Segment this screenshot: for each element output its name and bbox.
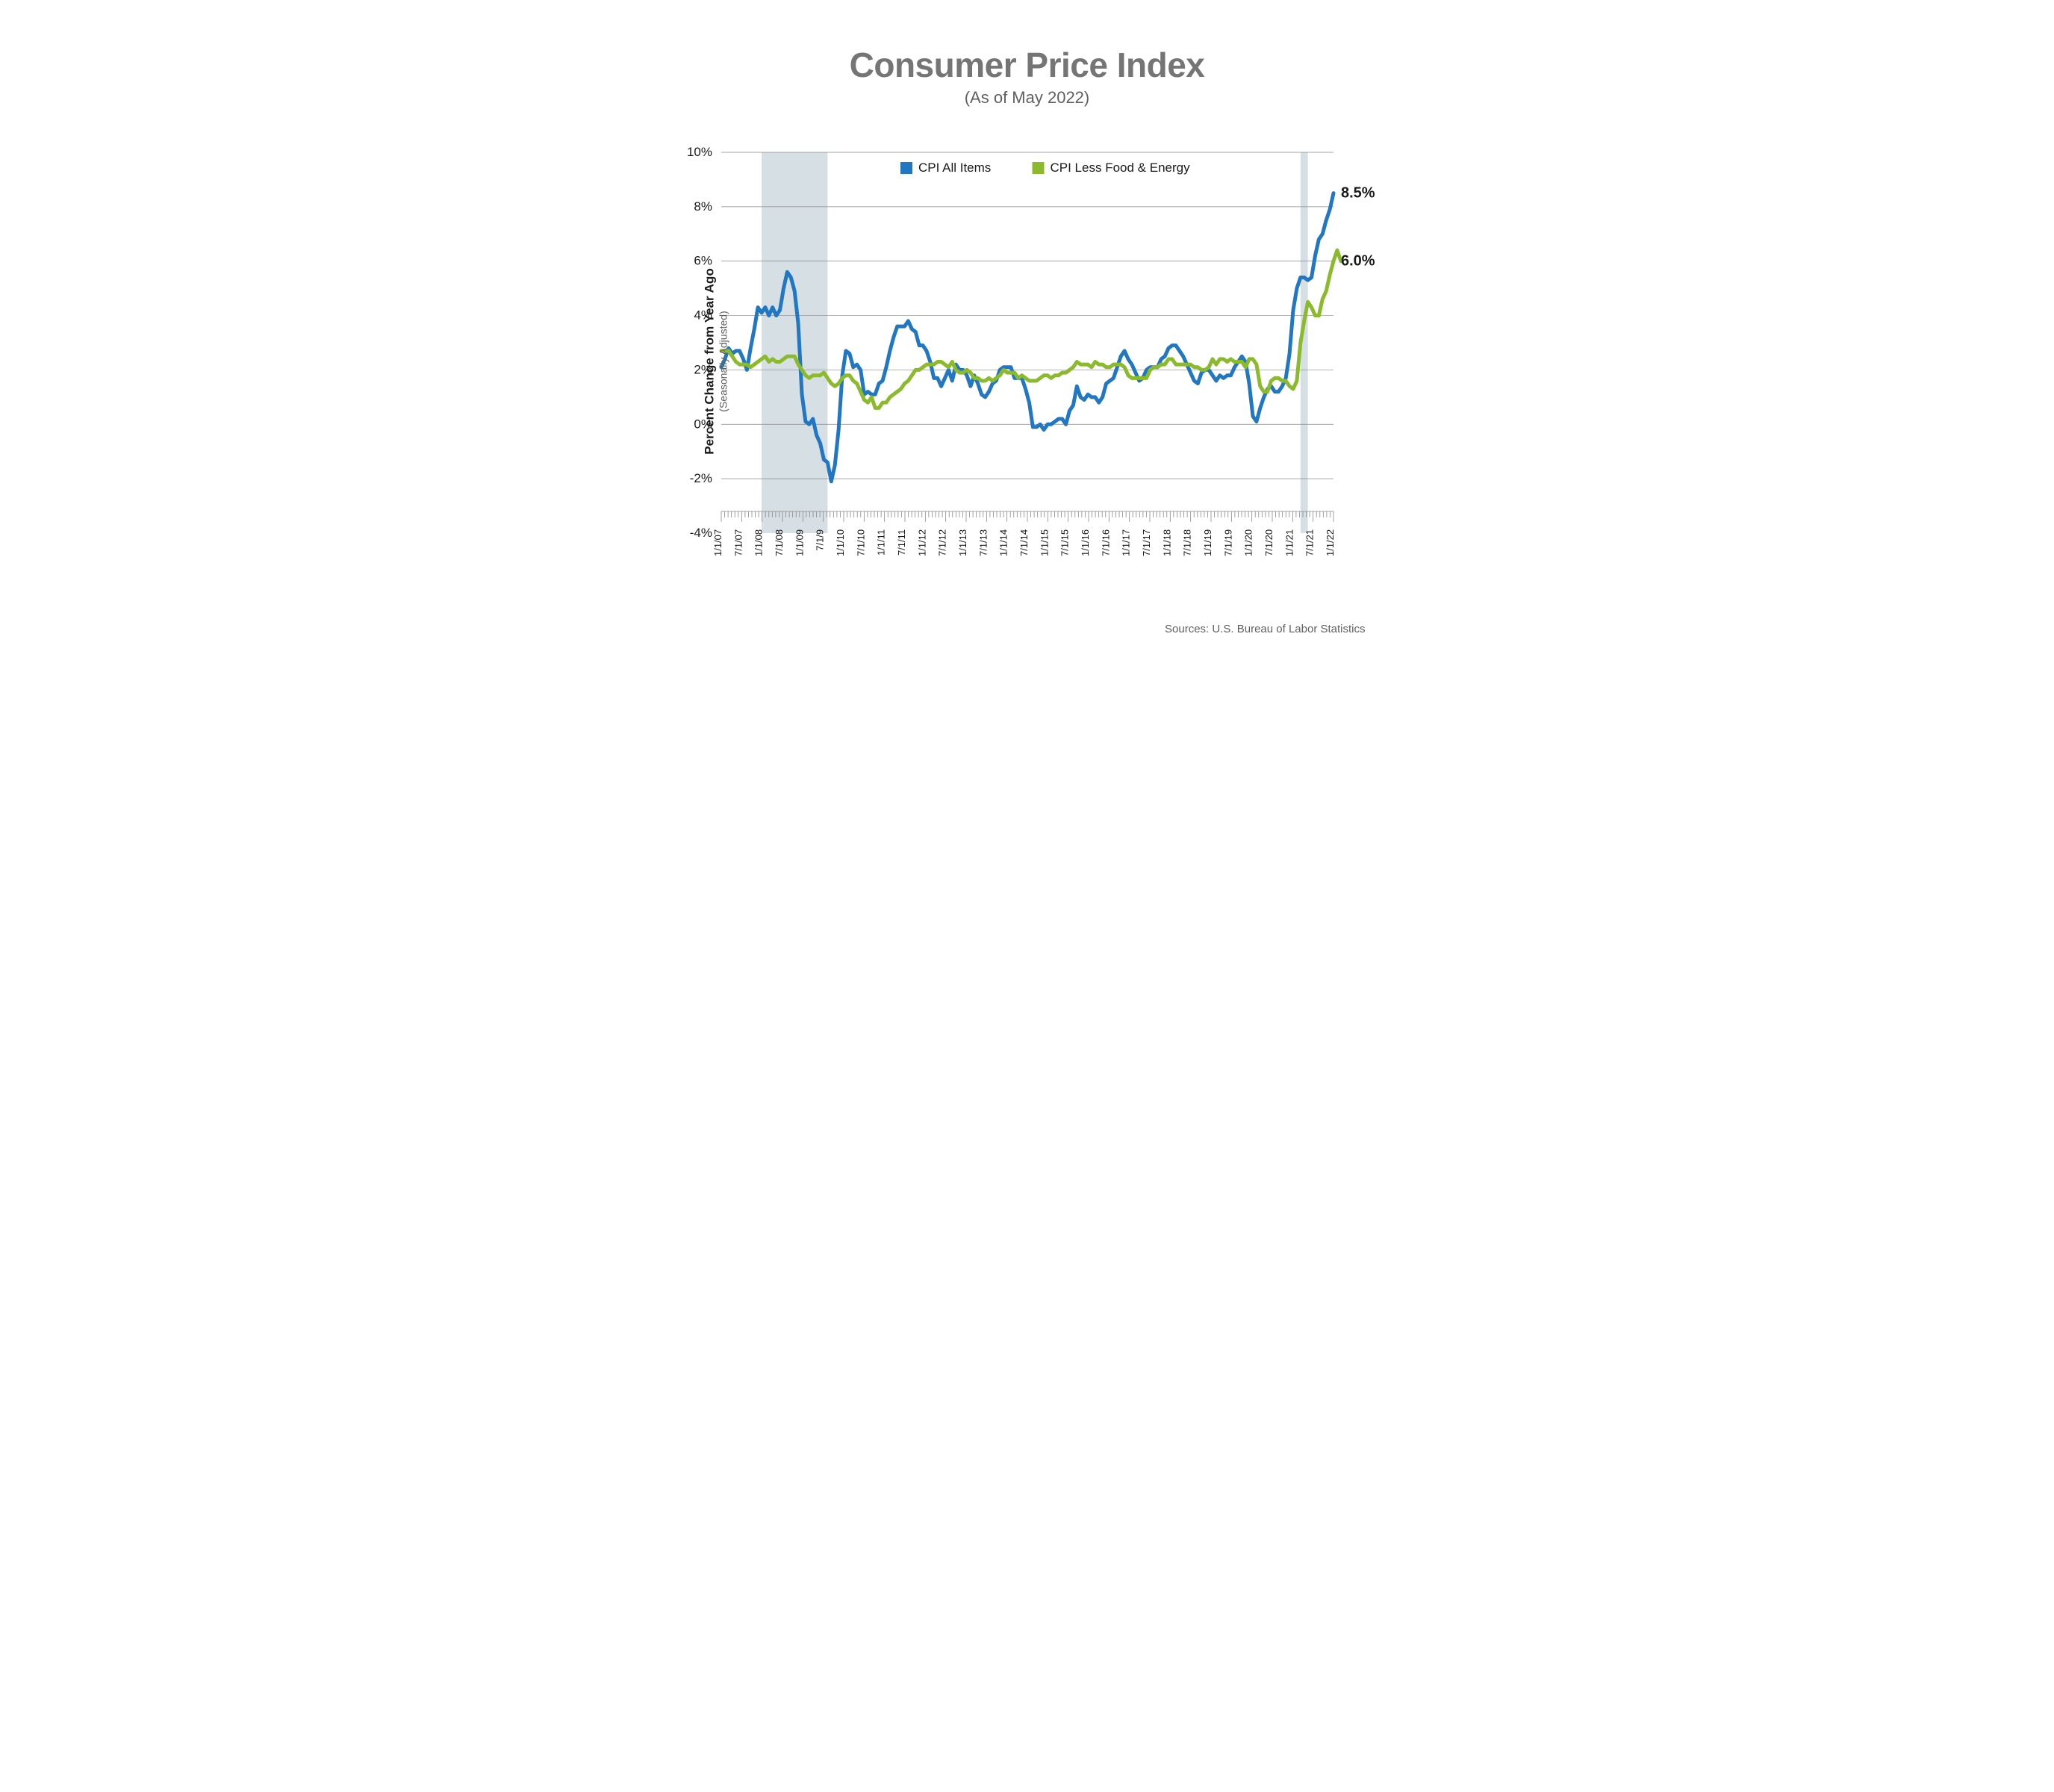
x-tick-label: 7/1/17 (1141, 529, 1152, 556)
x-tick-label: 7/1/21 (1304, 529, 1315, 556)
x-tick-label: 1/1/15 (1039, 529, 1050, 556)
x-tick-label: 7/1/07 (732, 529, 744, 556)
x-tick-label: 1/1/17 (1120, 529, 1131, 556)
recession-band (762, 152, 827, 533)
x-tick-label: 1/1/22 (1325, 529, 1336, 556)
x-tick-label: 7/1/08 (774, 529, 785, 556)
y-axis-label: Percent Change from Year Ago (Seasonally… (702, 268, 729, 454)
x-tick-label: 1/1/08 (753, 529, 764, 556)
x-tick-label: 1/1/14 (998, 529, 1009, 556)
series-end-label: 6.0% (1341, 253, 1375, 270)
y-tick-label: 8% (694, 199, 712, 214)
x-tick-label: 7/1/19 (1222, 529, 1233, 556)
x-tick-label: 7/1/12 (936, 529, 947, 556)
x-tick-label: 7/1/10 (855, 529, 866, 556)
x-tick-label: 7/1/15 (1059, 529, 1070, 556)
plot-area: Percent Change from Year Ago (Seasonally… (669, 137, 1386, 585)
x-tick-label: 7/1/14 (1018, 529, 1030, 556)
x-tick-label: 1/1/11 (875, 529, 886, 556)
x-tick-label: 1/1/12 (916, 529, 927, 556)
series-end-label: 8.5% (1341, 185, 1375, 202)
x-tick-label: 1/1/09 (794, 529, 805, 556)
x-tick-label: 7/1/13 (977, 529, 989, 556)
chart-container: Consumer Price Index (As of May 2022) Pe… (600, 0, 1455, 665)
x-tick-label: 1/1/18 (1161, 529, 1172, 556)
legend-label: CPI All Items (918, 161, 991, 175)
y-tick-label: 6% (694, 254, 712, 268)
y-tick-label: -4% (689, 526, 712, 540)
source-text: Sources: U.S. Bureau of Labor Statistics (600, 623, 1366, 635)
x-tick-label: 1/1/16 (1080, 529, 1091, 556)
x-tick-label: 7/1/16 (1100, 529, 1111, 556)
x-tick-label: 1/1/19 (1202, 529, 1213, 556)
x-tick-label: 7/1/18 (1181, 529, 1192, 556)
legend-swatch (900, 162, 912, 174)
line-chart: -4%-2%0%2%4%6%8%10%1/1/077/1/071/1/087/1… (669, 137, 1386, 585)
x-tick-label: 1/1/07 (712, 529, 723, 556)
x-tick-label: 7/1/11 (896, 529, 907, 556)
y-axis-label-main: Percent Change from Year Ago (702, 268, 717, 454)
x-tick-label: 7/1/9 (814, 529, 825, 551)
chart-title: Consumer Price Index (600, 45, 1455, 85)
legend-swatch (1032, 162, 1044, 174)
x-tick-label: 1/1/10 (835, 529, 846, 556)
x-tick-label: 1/1/13 (957, 529, 968, 556)
x-tick-label: 1/1/20 (1242, 529, 1254, 556)
y-axis-label-sub: (Seasonally Adjusted) (717, 268, 729, 454)
chart-subtitle: (As of May 2022) (600, 88, 1455, 108)
y-tick-label: -2% (689, 471, 712, 485)
x-tick-label: 1/1/21 (1283, 529, 1295, 556)
legend-label: CPI Less Food & Energy (1050, 161, 1190, 175)
y-tick-label: 10% (686, 145, 712, 159)
x-tick-label: 7/1/20 (1263, 529, 1275, 556)
